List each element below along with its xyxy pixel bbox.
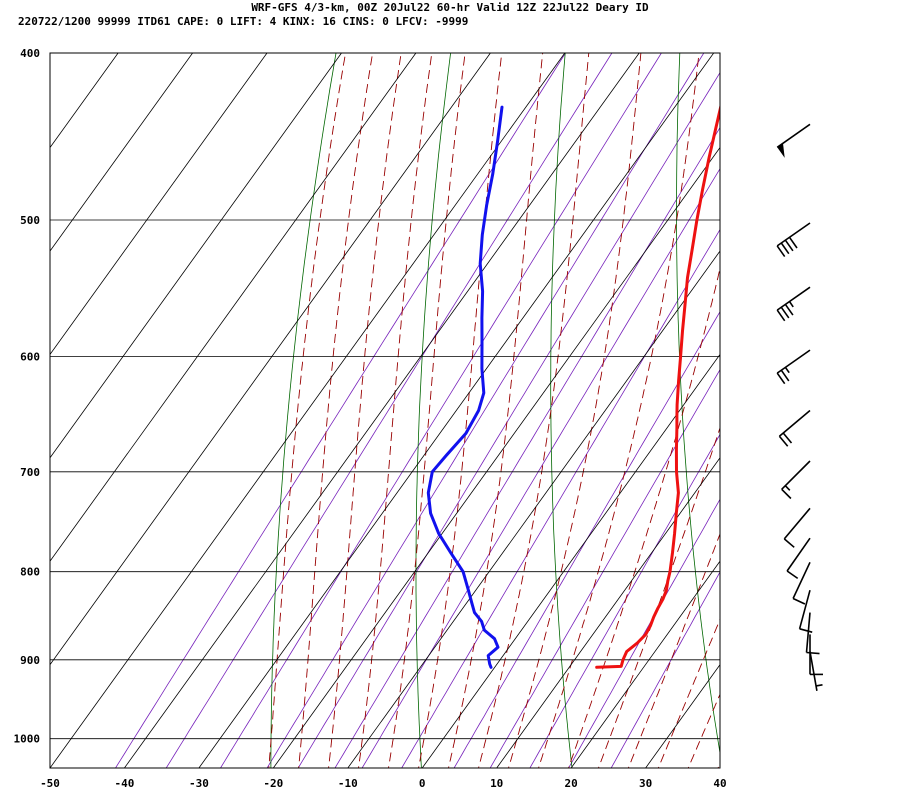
wind-barb: [776, 349, 811, 385]
moist-adiabat: [418, 53, 503, 768]
mixing-ratio-line: [610, 571, 720, 768]
dry-adiabat: [270, 53, 337, 768]
pressure-tick-label: 600: [20, 350, 40, 363]
pressure-tick-label: 700: [20, 466, 40, 479]
wind-barbs: [776, 123, 823, 691]
isotherm: [421, 353, 720, 768]
wind-barb: [786, 537, 811, 580]
moist-adiabat: [508, 53, 642, 768]
moist-adiabat: [687, 693, 720, 768]
mixing-ratio-line: [568, 498, 720, 768]
mixing-ratio-line: [401, 228, 720, 768]
moist-adiabat: [717, 762, 720, 768]
pressure-tick-label: 800: [20, 566, 40, 579]
moist-adiabat: [388, 53, 466, 768]
temperature-tick-label: 20: [564, 777, 577, 790]
isotherm: [272, 146, 720, 768]
mixing-ratio-line: [453, 310, 720, 768]
plot-frame: [49, 52, 721, 769]
temperature-tick-label: -30: [189, 777, 209, 790]
dry-adiabat: [550, 53, 573, 768]
moist-adiabat: [328, 53, 402, 768]
temperature-tick-label: 30: [639, 777, 652, 790]
dry-adiabat: [794, 15, 874, 776]
mixing-ratio-line: [165, 53, 613, 768]
dewpoint-profile: [426, 105, 504, 669]
wind-barb: [798, 589, 813, 633]
moist-adiabat: [657, 618, 720, 768]
wind-barb: [776, 222, 811, 258]
profiles: [426, 103, 720, 669]
temperature-tick-label: -20: [263, 777, 283, 790]
mixing-ratio-line: [297, 71, 720, 768]
temperature-tick-label: 40: [713, 777, 726, 790]
isotherm: [496, 457, 720, 768]
isotherm: [50, 53, 119, 149]
background-lines: [50, 15, 874, 776]
temperature-axis: -50 -40 -30 -20 -10 0 10 20 30 40: [40, 777, 727, 790]
temperature-tick-label: -10: [338, 777, 358, 790]
pressure-tick-label: 900: [20, 654, 40, 667]
wind-barb: [776, 286, 811, 322]
mixing-ratio-line: [220, 53, 662, 768]
isotherm: [50, 53, 417, 562]
isotherm: [347, 250, 720, 768]
mixing-ratio-line: [334, 126, 720, 768]
moist-adiabat: [448, 53, 544, 768]
wind-barb: [783, 507, 811, 548]
moist-adiabat: [478, 53, 590, 768]
wind-barb: [809, 651, 823, 691]
dry-adiabat: [415, 53, 452, 768]
temperature-tick-label: -50: [40, 777, 60, 790]
moist-adiabat: [358, 53, 433, 768]
moist-adiabat: [568, 266, 720, 768]
moist-adiabat: [627, 532, 720, 768]
temperature-tick-label: -40: [114, 777, 134, 790]
pressure-tick-label: 500: [20, 214, 40, 227]
sounding-indices: 220722/1200 99999 ITD61 CAPE: 0 LIFT: 4 …: [18, 15, 468, 28]
isotherm: [50, 53, 342, 459]
moist-adiabat: [298, 53, 374, 768]
mixing-ratio-line: [361, 167, 720, 768]
wind-barb: [805, 612, 820, 655]
moist-adiabat: [268, 53, 346, 768]
isotherm: [50, 53, 566, 768]
temperature-tick-label: 0: [419, 777, 426, 790]
wind-barb: [809, 634, 823, 676]
moist-adiabat: [538, 53, 700, 768]
wind-barb: [781, 460, 811, 500]
wind-barb: [776, 123, 811, 158]
isotherm: [50, 53, 491, 666]
moist-adiabat: [597, 426, 720, 768]
temperature-profile: [595, 103, 720, 669]
mixing-ratio-line: [115, 53, 566, 768]
mixing-ratio-line: [529, 433, 720, 768]
pressure-tick-label: 400: [20, 47, 40, 60]
chart-title: WRF-GFS 4/3-km, 00Z 20Jul22 60-hr Valid …: [251, 1, 649, 14]
wind-barb: [792, 561, 811, 605]
pressure-axis: 400 500 600 700 800 900 1000: [14, 47, 41, 746]
temperature-tick-label: 10: [490, 777, 503, 790]
isotherm: [50, 53, 268, 356]
mixing-ratio-line: [266, 53, 705, 768]
isotherm: [50, 53, 193, 252]
wind-barb: [778, 409, 811, 447]
isotherm: [198, 53, 715, 768]
isotherm: [124, 53, 640, 768]
pressure-tick-label: 1000: [14, 733, 41, 746]
mixing-ratio-line: [489, 368, 720, 768]
isotherm: [570, 560, 720, 768]
